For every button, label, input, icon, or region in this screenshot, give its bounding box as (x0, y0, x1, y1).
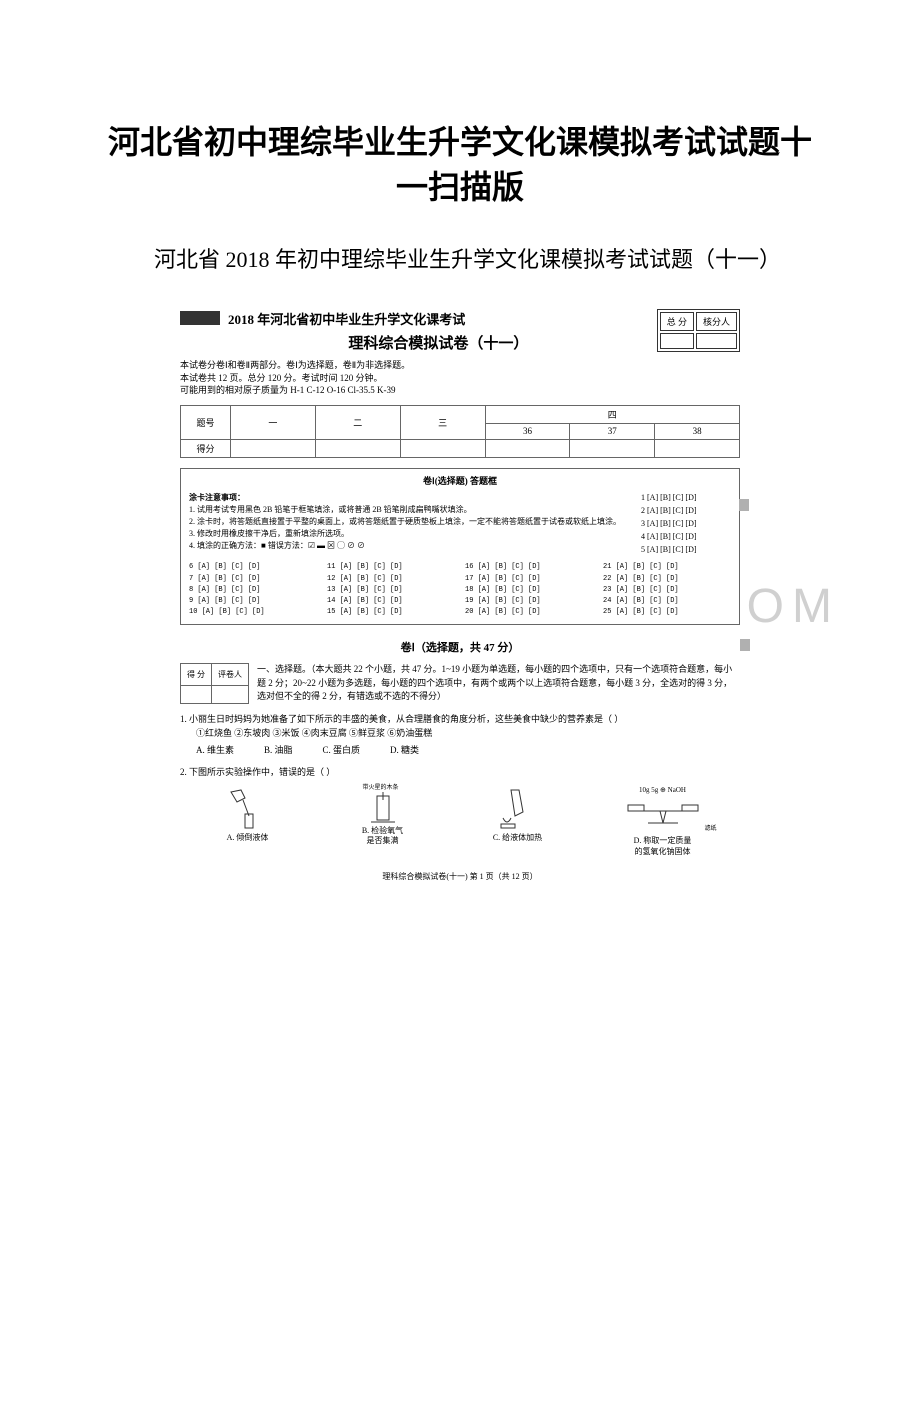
bubble-row: 19 [A] [B] [C] [D] (465, 596, 593, 607)
total-score-box: 总 分 核分人 (657, 309, 740, 352)
card-notice-title: 涂卡注意事项： (189, 492, 631, 504)
bubble-row: 20 [A] [B] [C] [D] (465, 607, 593, 618)
q1-opt-d: D. 糖类 (390, 743, 419, 757)
section-row-label: 题号 (181, 405, 231, 439)
pour-liquid-icon (198, 785, 298, 831)
bubble-row: 4 [A] [B] [C] [D] (641, 531, 731, 544)
mini-grader-label: 评卷人 (212, 664, 249, 686)
section-col: 一 (231, 405, 316, 439)
exam-header: 2018 年河北省初中毕业生升学文化课考试 理科综合模拟试卷（十一） 总 分 核… (180, 309, 740, 353)
bubble-row: 25 [A] [B] [C] [D] (603, 607, 731, 618)
exam-notes: 本试卷分卷Ⅰ和卷Ⅱ两部分。卷Ⅰ为选择题，卷Ⅱ为非选择题。 本试卷共 12 页。总… (180, 359, 740, 397)
section-score-table: 题号 一 二 三 四 36 37 38 得分 (180, 405, 740, 458)
bubble-row: 13 [A] [B] [C] [D] (327, 585, 455, 596)
exp-a-label: A. 倾倒液体 (198, 833, 298, 843)
bubble-row: 23 [A] [B] [C] [D] (603, 585, 731, 596)
part1-instruction-row: 得 分 评卷人 一、选择题。（本大题共 22 个小题，共 47 分。1~19 小… (180, 663, 740, 704)
scanned-exam-page: CX.COM 2018 年河北省初中毕业生升学文化课考试 理科综合模拟试卷（十一… (180, 309, 740, 882)
exp-d-label: D. 称取一定质量 的氢氧化钠固体 (603, 836, 723, 857)
bubble-row: 11 [A] [B] [C] [D] (327, 562, 455, 573)
bubble-row: 17 [A] [B] [C] [D] (465, 574, 593, 585)
bubble-row: 24 [A] [B] [C] [D] (603, 596, 731, 607)
bubble-row: 1 [A] [B] [C] [D] (641, 492, 731, 505)
page-subtitle: 河北省 2018 年初中理综毕业生升学文化课模拟考试试题（十一） (110, 240, 860, 280)
q1-opt-c: C. 蛋白质 (323, 743, 361, 757)
q1-items: ①红烧鱼 ②东坡肉 ③米饭 ④肉末豆腐 ⑤鲜豆浆 ⑥奶油蛋糕 (196, 726, 740, 740)
exp-c-label: C. 给液体加热 (468, 833, 568, 843)
section-subcol: 36 (485, 423, 570, 439)
bubble-row: 18 [A] [B] [C] [D] (465, 585, 593, 596)
question-1: 1. 小丽生日时妈妈为她准备了如下所示的丰盛的美食，从合理膳食的角度分析，这些美… (180, 712, 740, 757)
exp-a: A. 倾倒液体 (198, 785, 298, 857)
bubble-row: 16 [A] [B] [C] [D] (465, 562, 593, 573)
q1-stem: 1. 小丽生日时妈妈为她准备了如下所示的丰盛的美食，从合理膳食的角度分析，这些美… (180, 712, 740, 726)
note-line: 本试卷分卷Ⅰ和卷Ⅱ两部分。卷Ⅰ为选择题，卷Ⅱ为非选择题。 (180, 359, 740, 372)
mini-score-label: 得 分 (181, 664, 212, 686)
page-tab (740, 639, 750, 651)
exp-b-tag: 带火星的木条 (363, 785, 433, 792)
card-notice: 3. 修改时用橡皮擦干净后，重新填涂所选项。 (189, 528, 631, 540)
note-line: 本试卷共 12 页。总分 120 分。考试时间 120 分钟。 (180, 372, 740, 385)
bubble-grid: 6 [A] [B] [C] [D] 7 [A] [B] [C] [D] 8 [A… (189, 562, 731, 618)
bubble-row: 9 [A] [B] [C] [D] (189, 596, 317, 607)
part1-header: 卷Ⅰ（选择题，共 47 分） (180, 639, 740, 655)
bubble-row: 6 [A] [B] [C] [D] (189, 562, 317, 573)
section-subcol: 38 (655, 423, 740, 439)
q1-opt-a: A. 维生素 (196, 743, 234, 757)
bubble-row: 5 [A] [B] [C] [D] (641, 544, 731, 557)
answer-card-title: 卷Ⅰ(选择题) 答题框 (189, 475, 731, 489)
section-col: 二 (315, 405, 400, 439)
oxygen-test-icon (333, 792, 433, 824)
card-notice: 2. 涂卡时，将答题纸直接置于平整的桌面上，或将答题纸置于硬质垫板上填涂，一定不… (189, 516, 631, 528)
bubble-row: 8 [A] [B] [C] [D] (189, 585, 317, 596)
exp-d-tag: 10g 5g ⊕ NaOH (603, 785, 723, 796)
exam-subtitle: 理科综合模拟试卷（十一） (228, 332, 649, 353)
question-2: 2. 下图所示实验操作中，错误的是（ ） A. 倾倒液体 带火星的木条 B. 检… (180, 765, 740, 857)
exp-d: 10g 5g ⊕ NaOH 滤纸 D. 称取一定质量 的氢氧化钠固体 (603, 785, 723, 857)
q2-experiments: A. 倾倒液体 带火星的木条 B. 检验氧气 是否集满 C. 给液体加热 10g… (180, 785, 740, 857)
exp-b: 带火星的木条 B. 检验氧气 是否集满 (333, 785, 433, 857)
total-score-label: 总 分 (660, 312, 694, 331)
card-notice: 1. 试用考试专用黑色 2B 铅笔于框笔填涂，或将普通 2B 铅笔削成扁鸭嘴状填… (189, 504, 631, 516)
bubble-row: 15 [A] [B] [C] [D] (327, 607, 455, 618)
bubble-row: 21 [A] [B] [C] [D] (603, 562, 731, 573)
section-col: 四 (485, 405, 739, 423)
q1-opt-b: B. 油脂 (264, 743, 293, 757)
balance-icon (603, 797, 723, 825)
bubble-row: 14 [A] [B] [C] [D] (327, 596, 455, 607)
exam-title-line: 2018 年河北省初中毕业生升学文化课考试 (228, 309, 649, 328)
page-title: 河北省初中理综毕业生升学文化课模拟考试试题十一扫描版 (0, 120, 920, 210)
section-subcol: 37 (570, 423, 655, 439)
bubble-row: 2 [A] [B] [C] [D] (641, 505, 731, 518)
publisher-logo (180, 311, 220, 325)
part1-instruction: 一、选择题。（本大题共 22 个小题，共 47 分。1~19 小题为单选题，每小… (257, 663, 740, 704)
checker-label: 核分人 (696, 312, 737, 331)
exp-c: C. 给液体加热 (468, 785, 568, 857)
exp-b-label: B. 检验氧气 是否集满 (333, 826, 433, 847)
bubble-row: 7 [A] [B] [C] [D] (189, 574, 317, 585)
exp-d-tag2: 滤纸 (603, 825, 717, 835)
note-line: 可能用到的相对原子质量为 H-1 C-12 O-16 Cl-35.5 K-39 (180, 384, 740, 397)
section-score-label: 得分 (181, 439, 231, 457)
bubble-row: 3 [A] [B] [C] [D] (641, 518, 731, 531)
page-tab (739, 499, 749, 511)
card-notice: 4. 填涂的正确方法：■ 错误方法：☑ ▬ ⊠ ◯ ⊘ ⊘ (189, 540, 631, 552)
bubble-row: 12 [A] [B] [C] [D] (327, 574, 455, 585)
bubble-row: 22 [A] [B] [C] [D] (603, 574, 731, 585)
mini-score-box: 得 分 评卷人 (180, 663, 249, 704)
heat-liquid-icon (468, 785, 568, 831)
bubble-row: 10 [A] [B] [C] [D] (189, 607, 317, 618)
scan-page-footer: 理科综合模拟试卷(十一) 第 1 页（共 12 页） (180, 871, 740, 882)
section-col: 三 (400, 405, 485, 439)
answer-card: 卷Ⅰ(选择题) 答题框 涂卡注意事项： 1. 试用考试专用黑色 2B 铅笔于框笔… (180, 468, 740, 625)
q2-stem: 2. 下图所示实验操作中，错误的是（ ） (180, 765, 740, 779)
